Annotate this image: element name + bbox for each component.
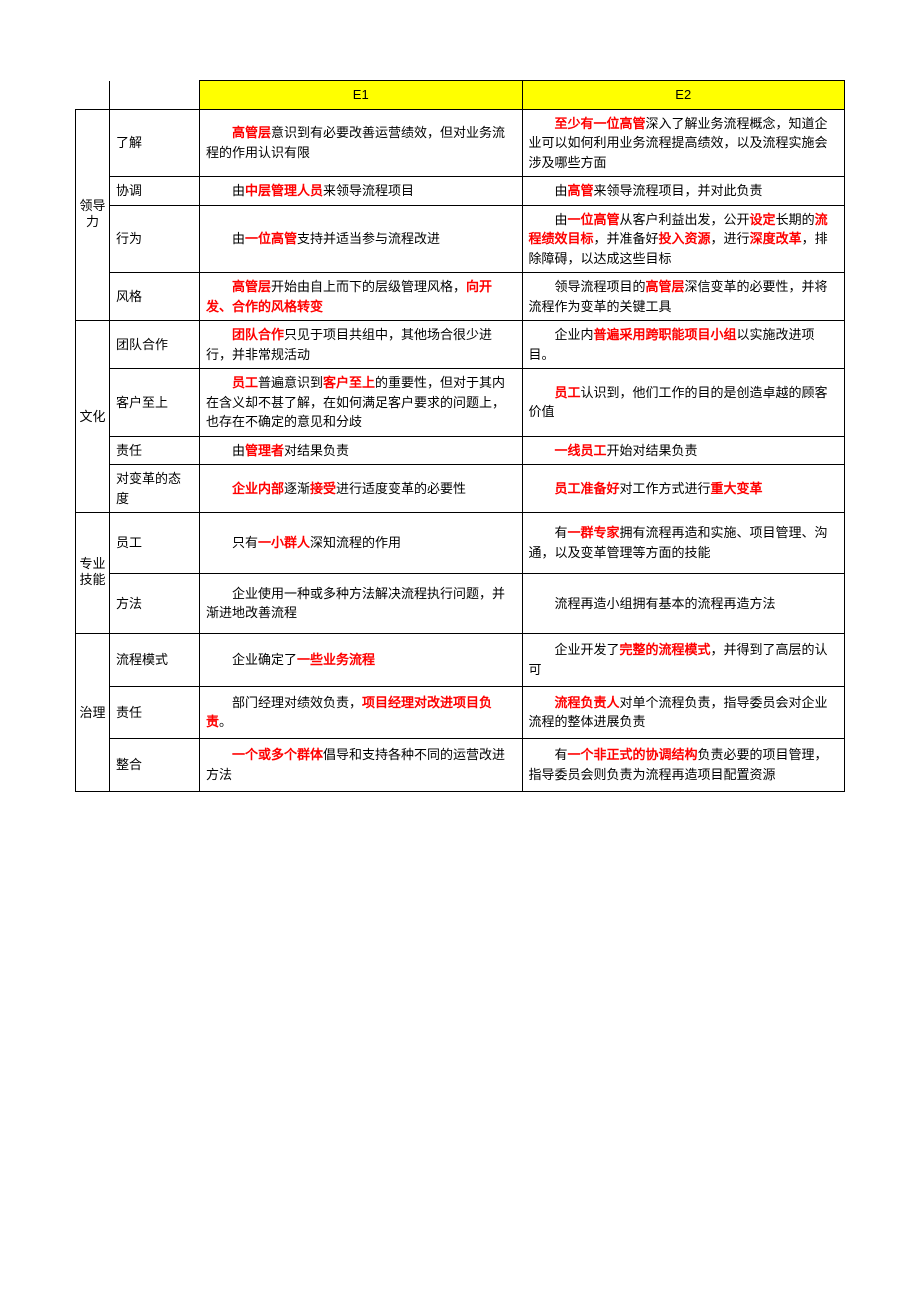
table-row: 专业技能 员工 只有一小群人深知流程的作用 有一群专家拥有流程再造和实施、项目管… xyxy=(76,513,845,574)
cell-e1: 一个或多个群体倡导和支持各种不同的运营改进方法 xyxy=(200,739,523,792)
table-row: 协调 由中层管理人员来领导流程项目 由高管来领导流程项目，并对此负责 xyxy=(76,177,845,206)
table-row: 方法 企业使用一种或多种方法解决流程执行问题，并渐进地改善流程 流程再造小组拥有… xyxy=(76,573,845,634)
cell-e1: 企业使用一种或多种方法解决流程执行问题，并渐进地改善流程 xyxy=(200,573,523,634)
cell-e2: 流程负责人对单个流程负责，指导委员会对企业流程的整体进展负责 xyxy=(522,686,845,739)
sub-label: 行为 xyxy=(110,205,200,273)
table-row: 风格 高管层开始由自上而下的层级管理风格，向开发、合作的风格转变 领导流程项目的… xyxy=(76,273,845,321)
header-e2: E2 xyxy=(522,81,845,110)
cell-e2: 员工认识到，他们工作的目的是创造卓越的顾客价值 xyxy=(522,369,845,437)
cell-e1: 团队合作只见于项目共组中，其他场合很少进行，并非常规活动 xyxy=(200,321,523,369)
table-row: 文化 团队合作 团队合作只见于项目共组中，其他场合很少进行，并非常规活动 企业内… xyxy=(76,321,845,369)
category-skills: 专业技能 xyxy=(76,513,110,634)
table-row: 责任 由管理者对结果负责 一线员工开始对结果负责 xyxy=(76,436,845,465)
table-row: 对变革的态度 企业内部逐渐接受进行适度变革的必要性 员工准备好对工作方式进行重大… xyxy=(76,465,845,513)
cell-e2: 由高管来领导流程项目，并对此负责 xyxy=(522,177,845,206)
table-row: 领导力 了解 高管层意识到有必要改善运营绩效，但对业务流程的作用认识有限 至少有… xyxy=(76,109,845,177)
sub-label: 对变革的态度 xyxy=(110,465,200,513)
cell-e1: 高管层意识到有必要改善运营绩效，但对业务流程的作用认识有限 xyxy=(200,109,523,177)
cell-e2: 由一位高管从客户利益出发，公开设定长期的流程绩效目标，并准备好投入资源，进行深度… xyxy=(522,205,845,273)
sub-label: 责任 xyxy=(110,436,200,465)
sub-label: 团队合作 xyxy=(110,321,200,369)
cell-e2: 至少有一位高管深入了解业务流程概念，知道企业可以如何利用业务流程提高绩效，以及流… xyxy=(522,109,845,177)
table-row: 治理 流程模式 企业确定了一些业务流程 企业开发了完整的流程模式，并得到了高层的… xyxy=(76,634,845,687)
sub-label: 了解 xyxy=(110,109,200,177)
header-row: E1 E2 xyxy=(76,81,845,110)
cell-e2: 有一群专家拥有流程再造和实施、项目管理、沟通，以及变革管理等方面的技能 xyxy=(522,513,845,574)
table-row: 责任 部门经理对绩效负责，项目经理对改进项目负责。 流程负责人对单个流程负责，指… xyxy=(76,686,845,739)
sub-label: 协调 xyxy=(110,177,200,206)
cell-e1: 企业内部逐渐接受进行适度变革的必要性 xyxy=(200,465,523,513)
sub-label: 流程模式 xyxy=(110,634,200,687)
cell-e1: 只有一小群人深知流程的作用 xyxy=(200,513,523,574)
cell-e1: 企业确定了一些业务流程 xyxy=(200,634,523,687)
sub-label: 员工 xyxy=(110,513,200,574)
sub-label: 方法 xyxy=(110,573,200,634)
corner-cell-2 xyxy=(110,81,200,110)
cell-e2: 有一个非正式的协调结构负责必要的项目管理，指导委员会则负责为流程再造项目配置资源 xyxy=(522,739,845,792)
sub-label: 责任 xyxy=(110,686,200,739)
category-culture: 文化 xyxy=(76,321,110,513)
maturity-table: E1 E2 领导力 了解 高管层意识到有必要改善运营绩效，但对业务流程的作用认识… xyxy=(75,80,845,792)
cell-e1: 部门经理对绩效负责，项目经理对改进项目负责。 xyxy=(200,686,523,739)
cell-e1: 员工普遍意识到客户至上的重要性，但对于其内在含义却不甚了解，在如何满足客户要求的… xyxy=(200,369,523,437)
cell-e2: 领导流程项目的高管层深信变革的必要性，并将流程作为变革的关键工具 xyxy=(522,273,845,321)
sub-label: 整合 xyxy=(110,739,200,792)
table-row: 整合 一个或多个群体倡导和支持各种不同的运营改进方法 有一个非正式的协调结构负责… xyxy=(76,739,845,792)
sub-label: 客户至上 xyxy=(110,369,200,437)
category-leadership: 领导力 xyxy=(76,109,110,321)
cell-e1: 高管层开始由自上而下的层级管理风格，向开发、合作的风格转变 xyxy=(200,273,523,321)
category-governance: 治理 xyxy=(76,634,110,792)
cell-e1: 由管理者对结果负责 xyxy=(200,436,523,465)
corner-cell xyxy=(76,81,110,110)
cell-e2: 流程再造小组拥有基本的流程再造方法 xyxy=(522,573,845,634)
cell-e2: 一线员工开始对结果负责 xyxy=(522,436,845,465)
cell-e2: 员工准备好对工作方式进行重大变革 xyxy=(522,465,845,513)
cell-e2: 企业开发了完整的流程模式，并得到了高层的认可 xyxy=(522,634,845,687)
table-row: 客户至上 员工普遍意识到客户至上的重要性，但对于其内在含义却不甚了解，在如何满足… xyxy=(76,369,845,437)
cell-e1: 由中层管理人员来领导流程项目 xyxy=(200,177,523,206)
cell-e2: 企业内普遍采用跨职能项目小组以实施改进项目。 xyxy=(522,321,845,369)
sub-label: 风格 xyxy=(110,273,200,321)
cell-e1: 由一位高管支持并适当参与流程改进 xyxy=(200,205,523,273)
table-row: 行为 由一位高管支持并适当参与流程改进 由一位高管从客户利益出发，公开设定长期的… xyxy=(76,205,845,273)
header-e1: E1 xyxy=(200,81,523,110)
